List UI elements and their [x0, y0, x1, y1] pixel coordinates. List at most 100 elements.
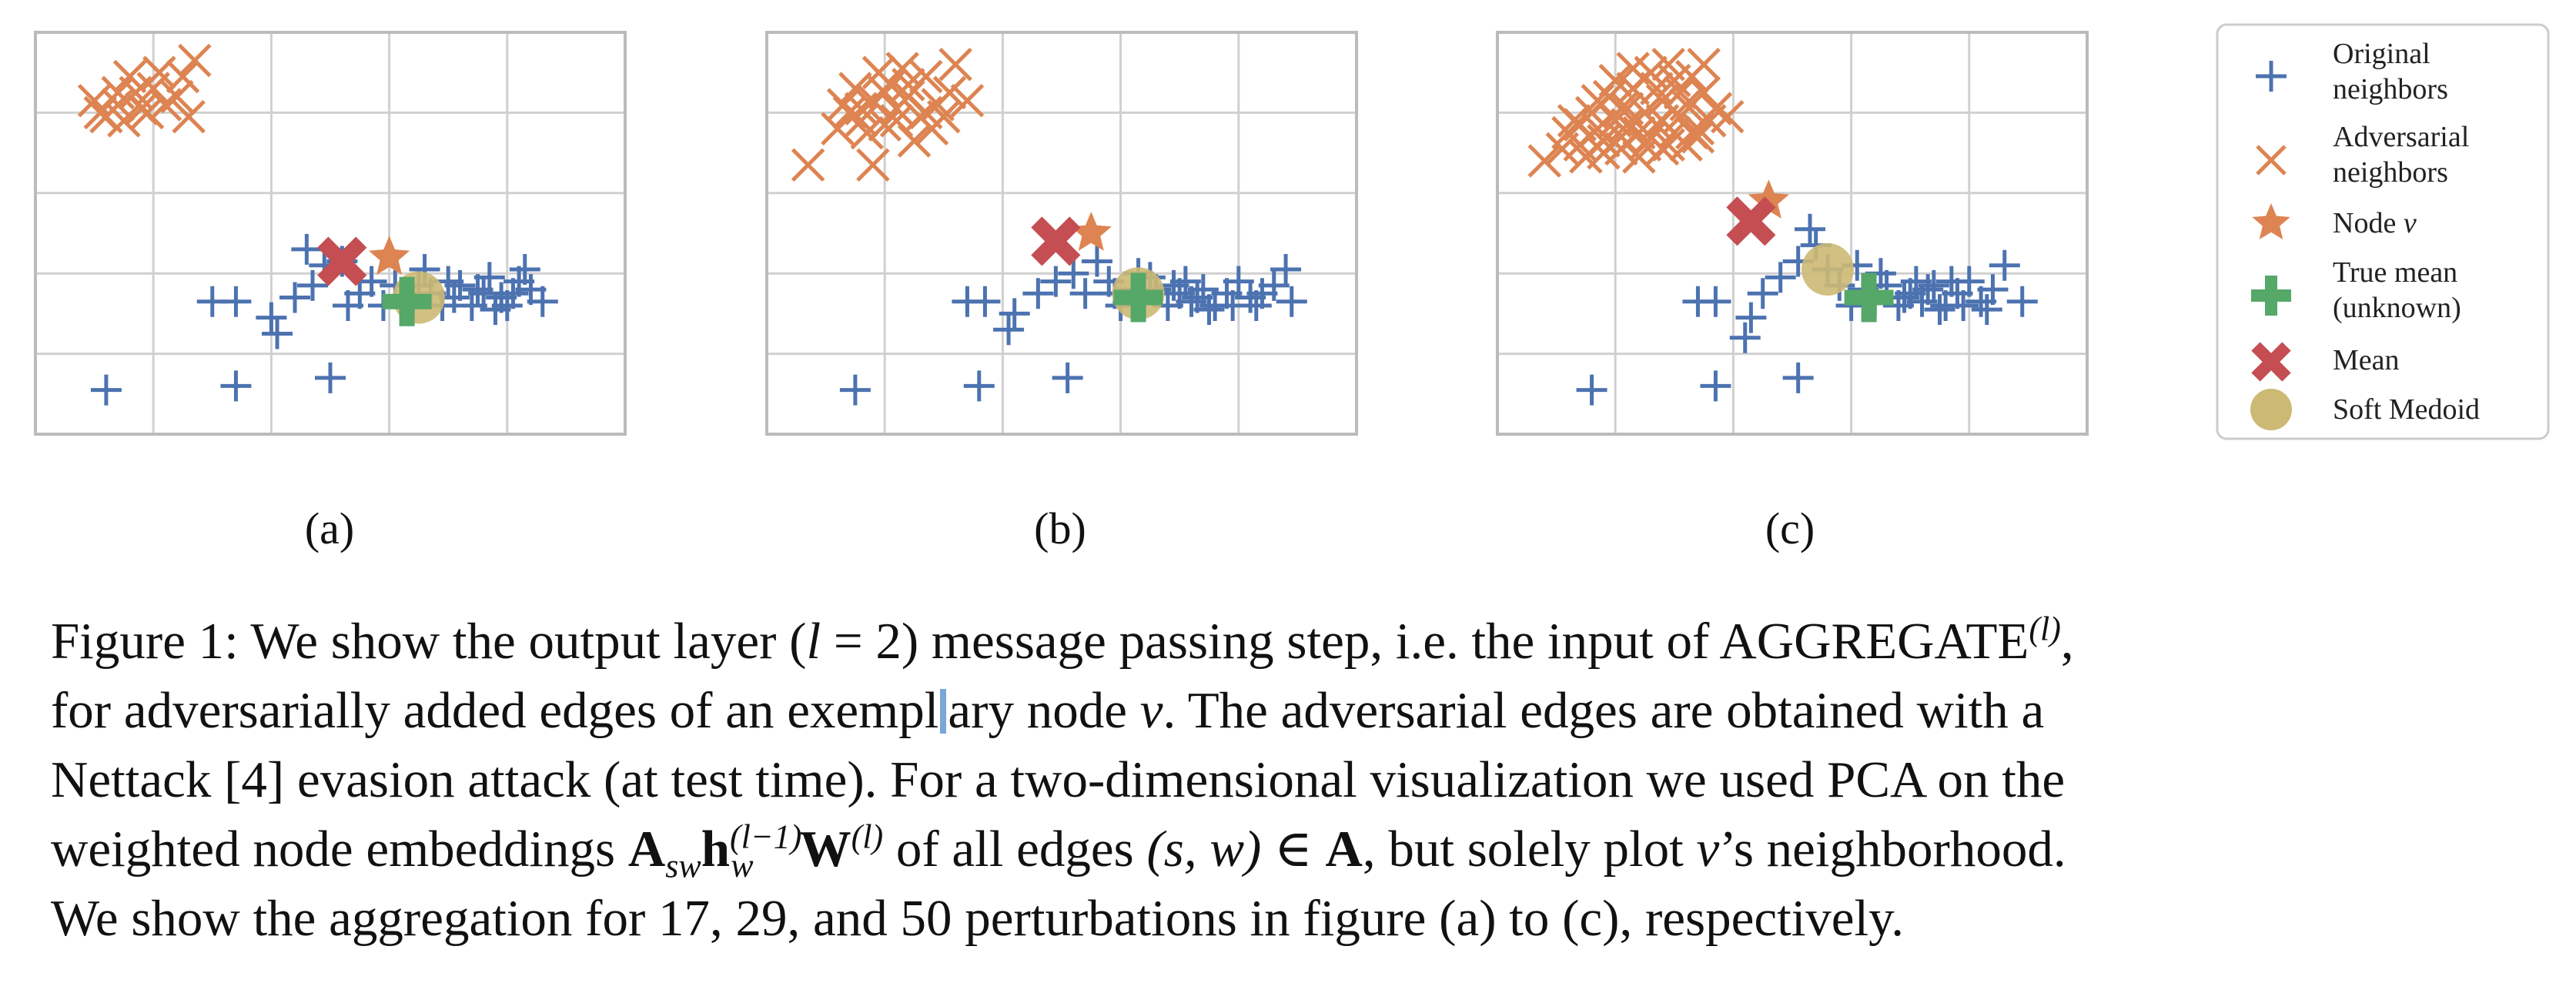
plot-frame: [34, 31, 627, 436]
adversarial-neighbor-point: [856, 148, 890, 182]
original-neighbor-point: [1889, 282, 1920, 313]
legend: Original neighbors Adversarial neighbors…: [2216, 23, 2550, 440]
adversarial-neighbor-point: [909, 59, 943, 94]
original-neighbor-point: [462, 274, 493, 306]
original-neighbor-point: [527, 286, 558, 317]
soft-medoid-point: [1801, 242, 1854, 296]
adversarial-neighbor-point: [950, 83, 985, 118]
original-neighbor-point: [1276, 286, 1307, 317]
true-mean-point: [382, 276, 432, 326]
caption-line-5: We show the aggregation for 17, 29, and …: [51, 890, 1905, 947]
original-neighbor-point: [1935, 266, 1967, 297]
legend-star-icon: [2252, 203, 2290, 239]
legend-soft-medoid: Soft Medoid: [2333, 393, 2480, 426]
caption-line-1: Figure 1: We show the output layer (l = …: [51, 610, 2074, 670]
original-neighbor-point: [1989, 249, 2020, 281]
original-neighbor-point: [480, 294, 511, 326]
original-neighbor-point: [468, 278, 500, 309]
adversarial-neighbor-point: [1663, 75, 1698, 110]
adversarial-neighbor-point: [172, 99, 206, 134]
plot-frame: [1496, 31, 2089, 436]
adversarial-neighbor-point: [821, 112, 855, 146]
legend-box: [2216, 23, 2550, 440]
legend-adversarial-line1: Adversarial: [2333, 121, 2469, 153]
true-mean-point: [1113, 272, 1163, 323]
adversarial-neighbor-point: [844, 92, 878, 125]
original-neighbor-point: [256, 302, 287, 333]
figure-caption: Figure 1: We show the output layer (l = …: [51, 607, 2561, 953]
plot-frame: [765, 31, 1358, 436]
original-neighbor-point: [279, 282, 311, 313]
adversarial-neighbor-point: [1604, 92, 1638, 125]
original-neighbor-point: [963, 370, 995, 402]
original-neighbor-point: [1729, 322, 1761, 353]
true-mean-point: [1844, 272, 1894, 323]
legend-x-icon: [2256, 145, 2287, 176]
adversarial-neighbor-point: [838, 72, 872, 105]
original-neighbor-point: [999, 298, 1030, 329]
adversarial-neighbor-point: [909, 95, 943, 130]
adversarial-neighbor-point: [1651, 47, 1685, 82]
adversarial-neighbor-point: [178, 43, 212, 78]
subfigure-label-a: (a): [305, 503, 354, 553]
original-neighbor-point: [1022, 278, 1054, 309]
legend-adversarial-line2: neighbors: [2333, 156, 2448, 189]
node-v-point: [1070, 212, 1112, 251]
mean-point: [1031, 216, 1081, 266]
original-neighbor-point: [220, 286, 252, 317]
adversarial-neighbor-point: [1628, 128, 1662, 162]
scatter-plot-c: [1496, 31, 2089, 436]
original-neighbor-point: [220, 370, 252, 402]
adversarial-neighbor-point: [879, 104, 914, 138]
original-neighbor-point: [2006, 286, 2038, 317]
original-neighbor-point: [1052, 362, 1083, 393]
original-neighbor-point: [1158, 269, 1189, 301]
original-neighbor-point: [1971, 294, 2002, 326]
original-neighbor-point: [1912, 274, 1944, 306]
adversarial-neighbor-point: [1710, 99, 1745, 134]
legend-mean: Mean: [2333, 344, 2400, 376]
subfigure-label-b: (b): [1034, 503, 1086, 553]
adversarial-neighbor-point: [83, 95, 118, 130]
legend-true-mean-line1: True mean: [2333, 256, 2457, 289]
original-neighbor-point: [1270, 253, 1302, 285]
legend-original-line1: Original: [2333, 38, 2430, 70]
original-neighbor-point: [1948, 289, 1979, 321]
original-neighbor-point: [1977, 274, 2009, 306]
adversarial-neighbor-point: [1563, 108, 1597, 142]
original-neighbor-point: [1081, 246, 1112, 277]
adversarial-neighbor-point: [892, 68, 925, 102]
adversarial-neighbor-point: [868, 108, 902, 142]
node-v-point: [369, 236, 410, 275]
original-neighbor-point: [90, 374, 122, 406]
adversarial-neighbor-point: [1616, 52, 1650, 85]
original-neighbor-point: [509, 253, 540, 285]
legend-thick-x-icon: [2251, 342, 2291, 382]
adversarial-neighbor-point: [112, 59, 147, 94]
original-neighbor-point: [291, 233, 323, 265]
adversarial-neighbor-point: [938, 47, 972, 82]
caption-line-4: weighted node embeddings Aswh(l−1)w W(l) …: [51, 817, 2066, 885]
original-neighbor-point: [993, 314, 1025, 346]
original-neighbor-point: [315, 362, 346, 393]
adversarial-neighbor-point: [1527, 144, 1562, 178]
legend-thick-plus-icon: [2251, 276, 2291, 316]
original-neighbor-point: [1223, 266, 1254, 297]
adversarial-neighbor-point: [148, 88, 182, 122]
adversarial-neighbor-point: [868, 75, 902, 110]
original-neighbor-point: [1576, 374, 1607, 406]
adversarial-neighbor-point: [166, 59, 200, 94]
original-neighbor-point: [1765, 262, 1796, 293]
scatter-plot-a: [34, 31, 627, 436]
original-neighbor-point: [262, 318, 293, 349]
legend-node-v: Node v: [2333, 207, 2417, 239]
scatter-plot-b: [765, 31, 1358, 436]
adversarial-neighbor-point: [107, 104, 141, 138]
original-neighbor-point: [1187, 274, 1219, 306]
text-cursor: [940, 689, 947, 734]
mean-point: [317, 236, 367, 286]
original-neighbor-point: [1069, 278, 1101, 309]
legend-plus-icon: [2256, 61, 2287, 92]
original-neighbor-point: [1040, 266, 1072, 297]
